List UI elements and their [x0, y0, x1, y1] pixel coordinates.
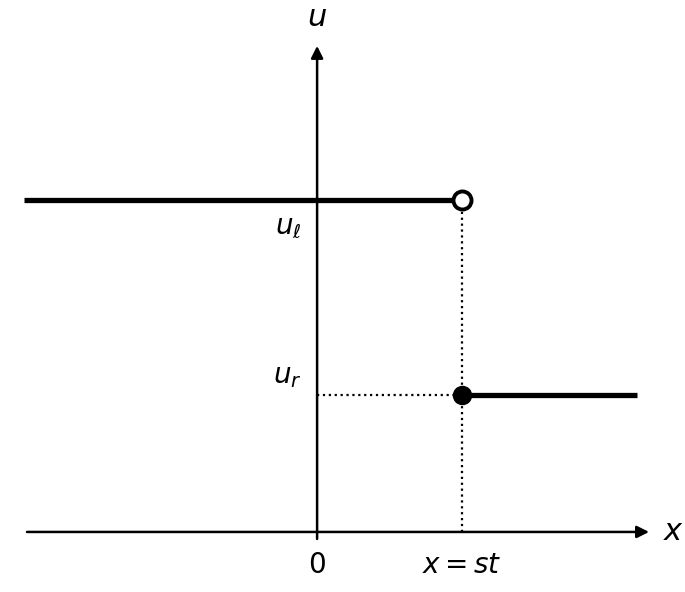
Text: $0$: $0$ [308, 552, 326, 578]
Text: $x = st$: $x = st$ [422, 552, 501, 578]
Text: $u$: $u$ [307, 2, 327, 33]
Text: $x$: $x$ [663, 516, 684, 548]
Text: $u_\ell$: $u_\ell$ [275, 214, 302, 241]
Text: $u_r$: $u_r$ [273, 363, 302, 390]
